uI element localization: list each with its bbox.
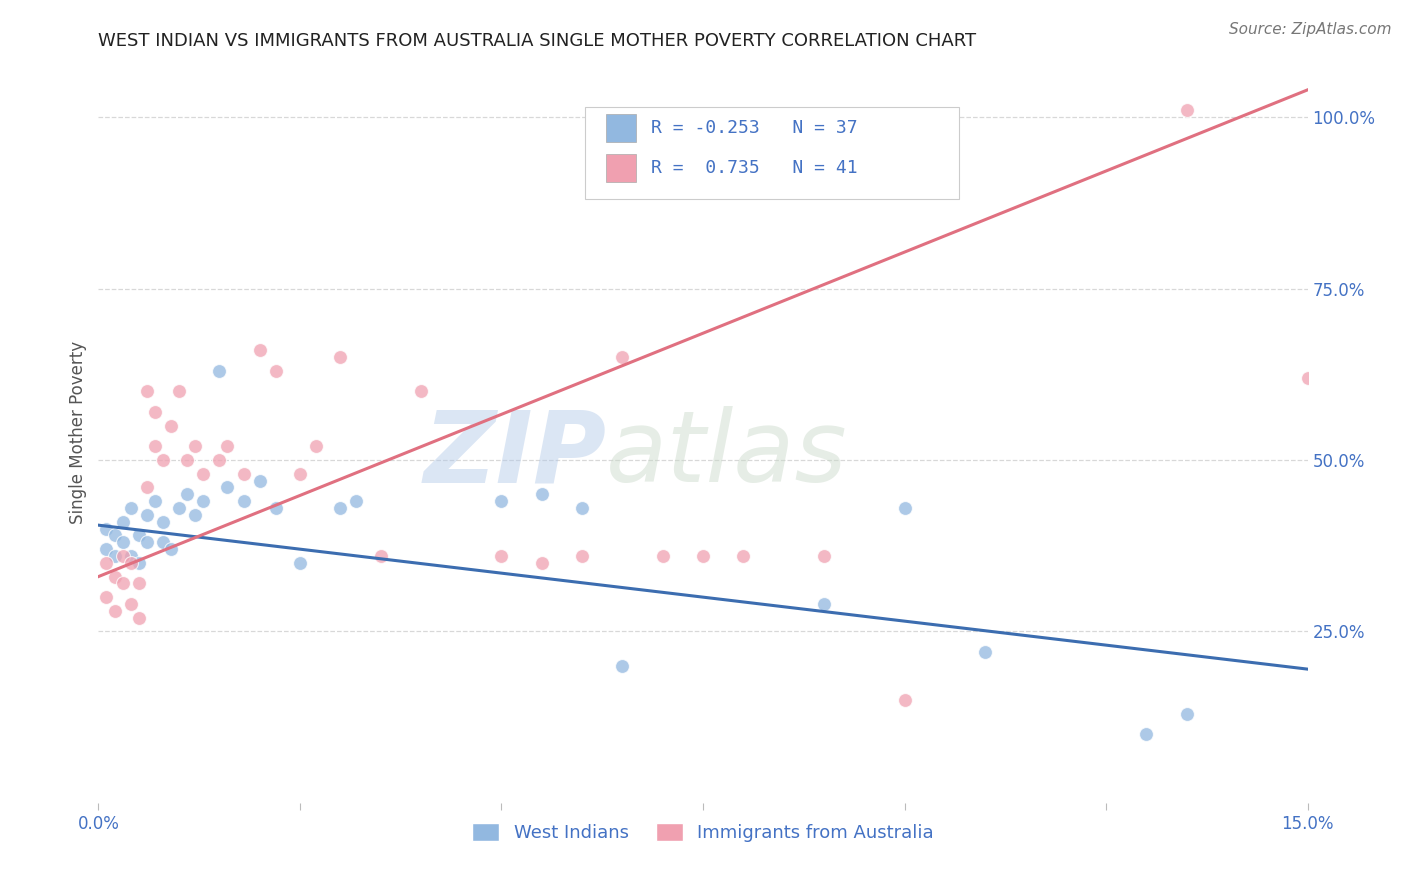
Point [111, 535, 134, 549]
Text: ZIP: ZIP [423, 407, 606, 503]
Point [111, 515, 134, 529]
Point [217, 480, 239, 494]
Point [893, 501, 915, 516]
Point [96, 556, 118, 570]
Point [530, 487, 553, 501]
Point [1175, 103, 1198, 118]
Point [530, 556, 553, 570]
Point [152, 453, 174, 467]
Point [974, 645, 997, 659]
Point [120, 549, 142, 563]
Y-axis label: Single Mother Poverty: Single Mother Poverty [69, 341, 87, 524]
Point [176, 453, 198, 467]
Text: WEST INDIAN VS IMMIGRANTS FROM AUSTRALIA SINGLE MOTHER POVERTY CORRELATION CHART: WEST INDIAN VS IMMIGRANTS FROM AUSTRALIA… [98, 32, 977, 50]
Point [96, 522, 118, 536]
Point [208, 453, 231, 467]
Point [305, 439, 328, 453]
Point [612, 350, 634, 364]
Point [135, 480, 157, 494]
Point [120, 597, 142, 611]
Point [409, 384, 432, 399]
Point [120, 501, 142, 516]
Point [167, 501, 190, 516]
Point [264, 501, 287, 516]
Text: Source: ZipAtlas.com: Source: ZipAtlas.com [1229, 22, 1392, 37]
Point [120, 556, 142, 570]
Point [217, 439, 239, 453]
Point [813, 549, 835, 563]
Point [103, 528, 125, 542]
Point [103, 569, 125, 583]
Point [1135, 727, 1157, 741]
Point [152, 515, 174, 529]
Point [96, 590, 118, 604]
Point [143, 494, 166, 508]
Point [249, 474, 271, 488]
Point [344, 494, 367, 508]
Point [103, 604, 125, 618]
Point [232, 467, 254, 481]
Point [184, 508, 207, 522]
Point [128, 610, 150, 624]
Point [167, 384, 190, 399]
Point [111, 549, 134, 563]
Point [160, 418, 183, 433]
Point [571, 549, 593, 563]
Point [160, 542, 183, 557]
Point [176, 487, 198, 501]
Point [128, 556, 150, 570]
Point [135, 535, 157, 549]
Point [329, 501, 352, 516]
Point [208, 364, 231, 378]
Point [733, 549, 755, 563]
Point [329, 350, 352, 364]
Point [232, 494, 254, 508]
Bar [606, 154, 637, 182]
Point [193, 494, 215, 508]
Point [103, 549, 125, 563]
Point [249, 343, 271, 358]
Point [813, 597, 835, 611]
Point [692, 549, 714, 563]
Point [288, 556, 311, 570]
Text: R = -0.253   N = 37: R = -0.253 N = 37 [651, 120, 858, 137]
Point [612, 658, 634, 673]
Point [135, 508, 157, 522]
Point [128, 528, 150, 542]
Point [370, 549, 392, 563]
Point [143, 439, 166, 453]
Point [135, 384, 157, 399]
Point [571, 501, 593, 516]
Point [288, 467, 311, 481]
Point [143, 405, 166, 419]
Point [193, 467, 215, 481]
Point [491, 549, 513, 563]
Point [651, 549, 673, 563]
Point [111, 576, 134, 591]
Point [1175, 706, 1198, 721]
FancyBboxPatch shape [585, 107, 959, 200]
Legend: West Indians, Immigrants from Australia: West Indians, Immigrants from Australia [465, 815, 941, 849]
Bar [606, 114, 637, 143]
Point [152, 535, 174, 549]
Text: R =  0.735   N = 41: R = 0.735 N = 41 [651, 160, 858, 178]
Point [128, 576, 150, 591]
Text: atlas: atlas [606, 407, 848, 503]
Point [264, 364, 287, 378]
Point [893, 693, 915, 707]
Point [491, 494, 513, 508]
Point [1296, 371, 1319, 385]
Point [184, 439, 207, 453]
Point [96, 542, 118, 557]
